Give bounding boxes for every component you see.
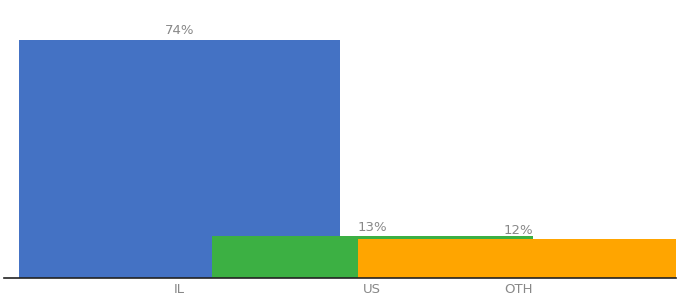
Bar	[358, 239, 679, 278]
Text: 12%: 12%	[503, 224, 533, 237]
Text: 13%: 13%	[357, 220, 387, 233]
Bar	[211, 236, 532, 278]
Bar	[19, 40, 340, 278]
Text: 74%: 74%	[165, 24, 194, 37]
